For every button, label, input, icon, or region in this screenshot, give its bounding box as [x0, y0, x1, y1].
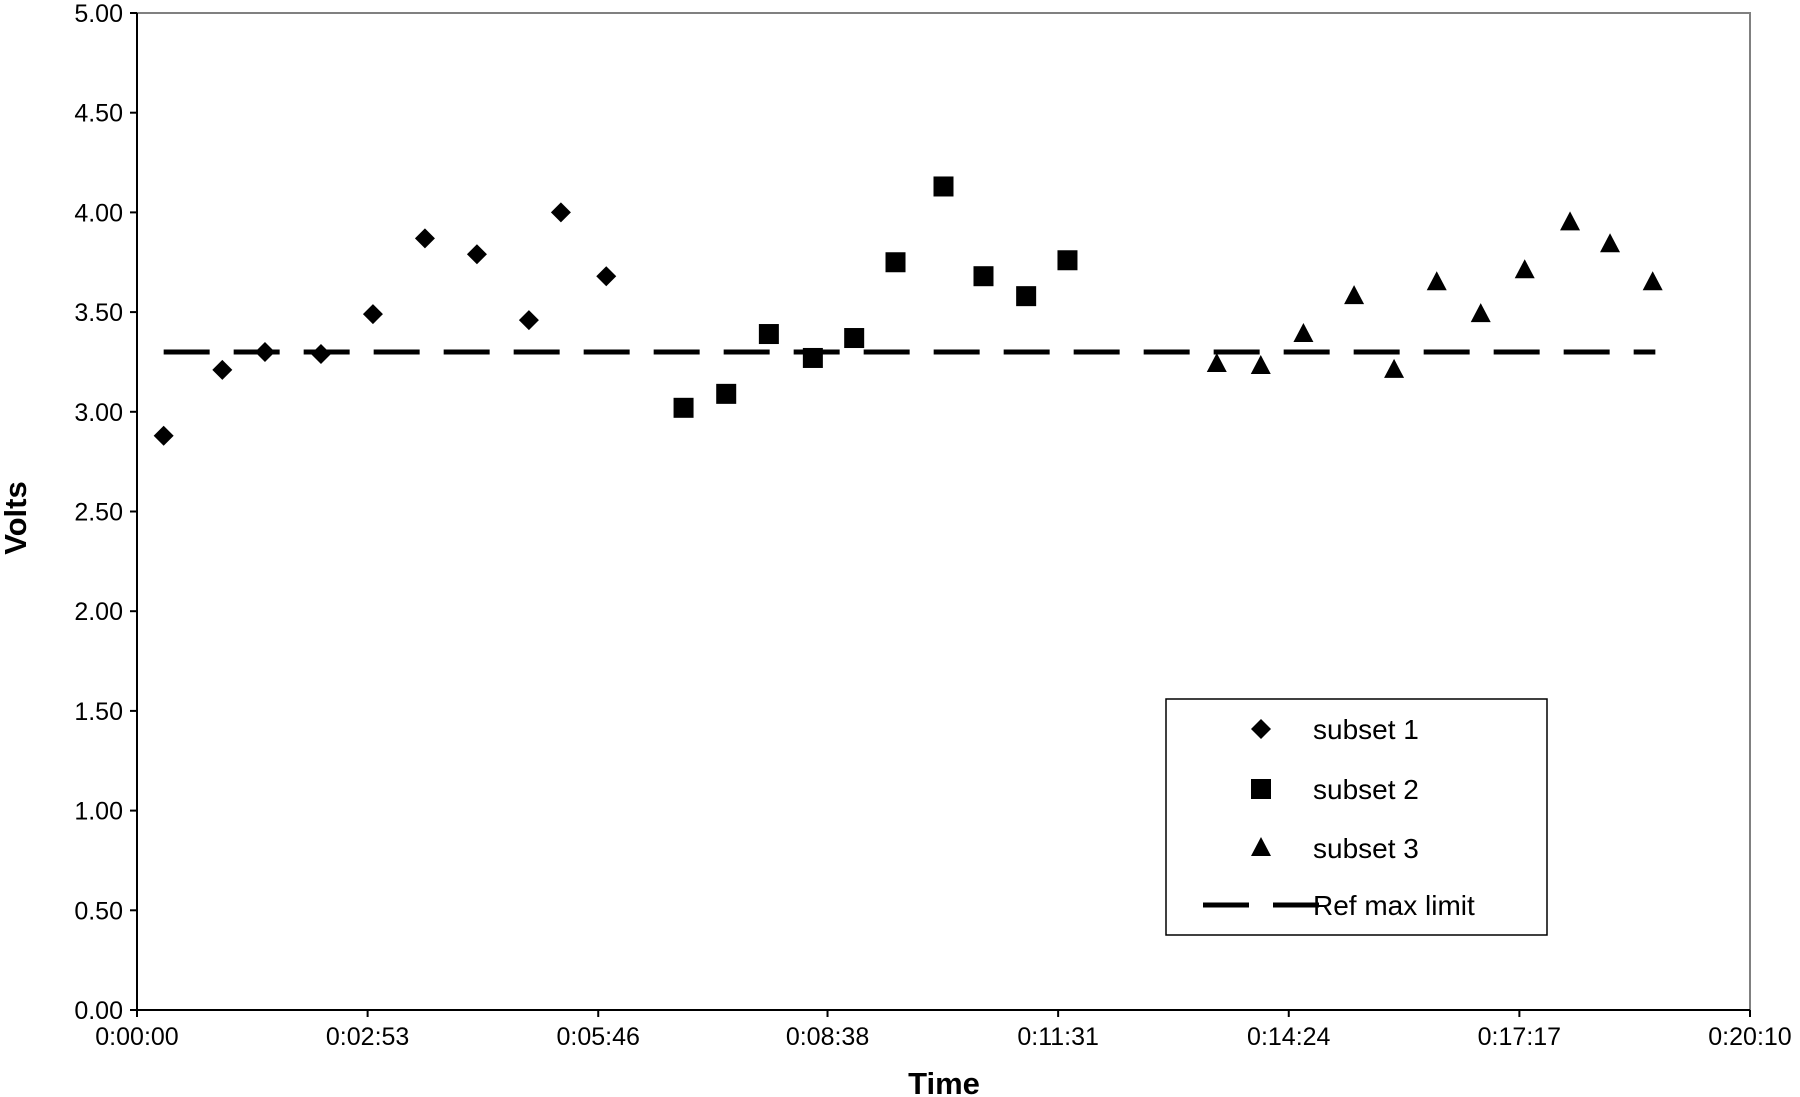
series-3: [1206, 211, 1663, 378]
y-tick-label: 4.50: [74, 100, 123, 128]
y-axis-title: Volts: [0, 481, 33, 555]
data-point: [1344, 285, 1365, 305]
data-point: [673, 397, 694, 418]
data-point: [362, 304, 383, 325]
x-ticks: 0:00:00 0:02:53 0:05:46 0:08:38 0:11:31 0:14:…: [95, 1010, 1792, 1051]
y-ticks: 0.00 0.50 1.00 1.50 2.00 2.50 3.00 3.50 4.00 4.50…: [74, 0, 137, 1025]
data-point: [414, 228, 435, 249]
y-tick-label: 1.50: [74, 698, 123, 726]
y-tick-label: 3.00: [74, 399, 123, 427]
legend: subset 1 subset 2 subset 3 Ref max limit: [1165, 698, 1548, 936]
y-tick-label: 2.00: [74, 598, 123, 626]
legend-label: subset 3: [1313, 833, 1419, 864]
y-tick-label: 2.50: [74, 499, 123, 527]
data-point: [596, 266, 617, 287]
x-tick-label: 0:00:00: [95, 1023, 178, 1051]
y-tick-label: 0.00: [74, 997, 123, 1025]
data-point: [716, 383, 737, 404]
y-tick-label: 5.00: [74, 0, 123, 28]
data-point: [466, 244, 487, 265]
legend-label: Ref max limit: [1313, 890, 1475, 921]
x-tick-label: 0:08:38: [786, 1023, 869, 1051]
data-point: [518, 310, 539, 331]
legend-label: subset 2: [1313, 774, 1419, 805]
data-point: [153, 425, 174, 446]
x-tick-label: 0:11:31: [1017, 1023, 1099, 1051]
legend-marker: [1251, 837, 1271, 856]
legend-box: [1165, 698, 1548, 936]
data-point: [758, 324, 779, 345]
x-axis-title: Time: [908, 1066, 980, 1097]
series-layer: [153, 176, 1663, 446]
legend-label: subset 1: [1313, 714, 1419, 745]
data-point: [1384, 358, 1405, 378]
data-point: [973, 266, 994, 287]
data-point: [1206, 352, 1227, 372]
data-point: [1426, 271, 1447, 291]
data-point: [550, 202, 571, 223]
data-point: [1470, 303, 1491, 323]
y-tick-label: 0.50: [74, 897, 123, 925]
data-point: [1642, 271, 1663, 291]
data-point: [1293, 323, 1314, 343]
x-tick-label: 0:05:46: [557, 1023, 640, 1051]
legend-marker: [1251, 779, 1271, 799]
data-point: [1560, 211, 1581, 231]
y-tick-label: 3.50: [74, 299, 123, 327]
data-point: [1250, 354, 1271, 374]
y-tick-label: 4.00: [74, 199, 123, 227]
data-point: [1600, 233, 1621, 253]
legend-marker: [1251, 719, 1271, 739]
data-point: [933, 176, 954, 197]
data-point: [844, 328, 865, 349]
data-point: [885, 252, 906, 273]
x-tick-label: 0:14:24: [1247, 1023, 1331, 1051]
data-point: [1016, 286, 1037, 307]
x-tick-label: 0:20:10: [1708, 1023, 1791, 1051]
data-point: [212, 359, 233, 380]
y-tick-label: 1.00: [74, 798, 123, 826]
data-point: [1057, 250, 1078, 271]
data-point: [1514, 259, 1535, 279]
x-tick-label: 0:17:17: [1478, 1023, 1561, 1051]
x-tick-label: 0:02:53: [326, 1023, 409, 1051]
